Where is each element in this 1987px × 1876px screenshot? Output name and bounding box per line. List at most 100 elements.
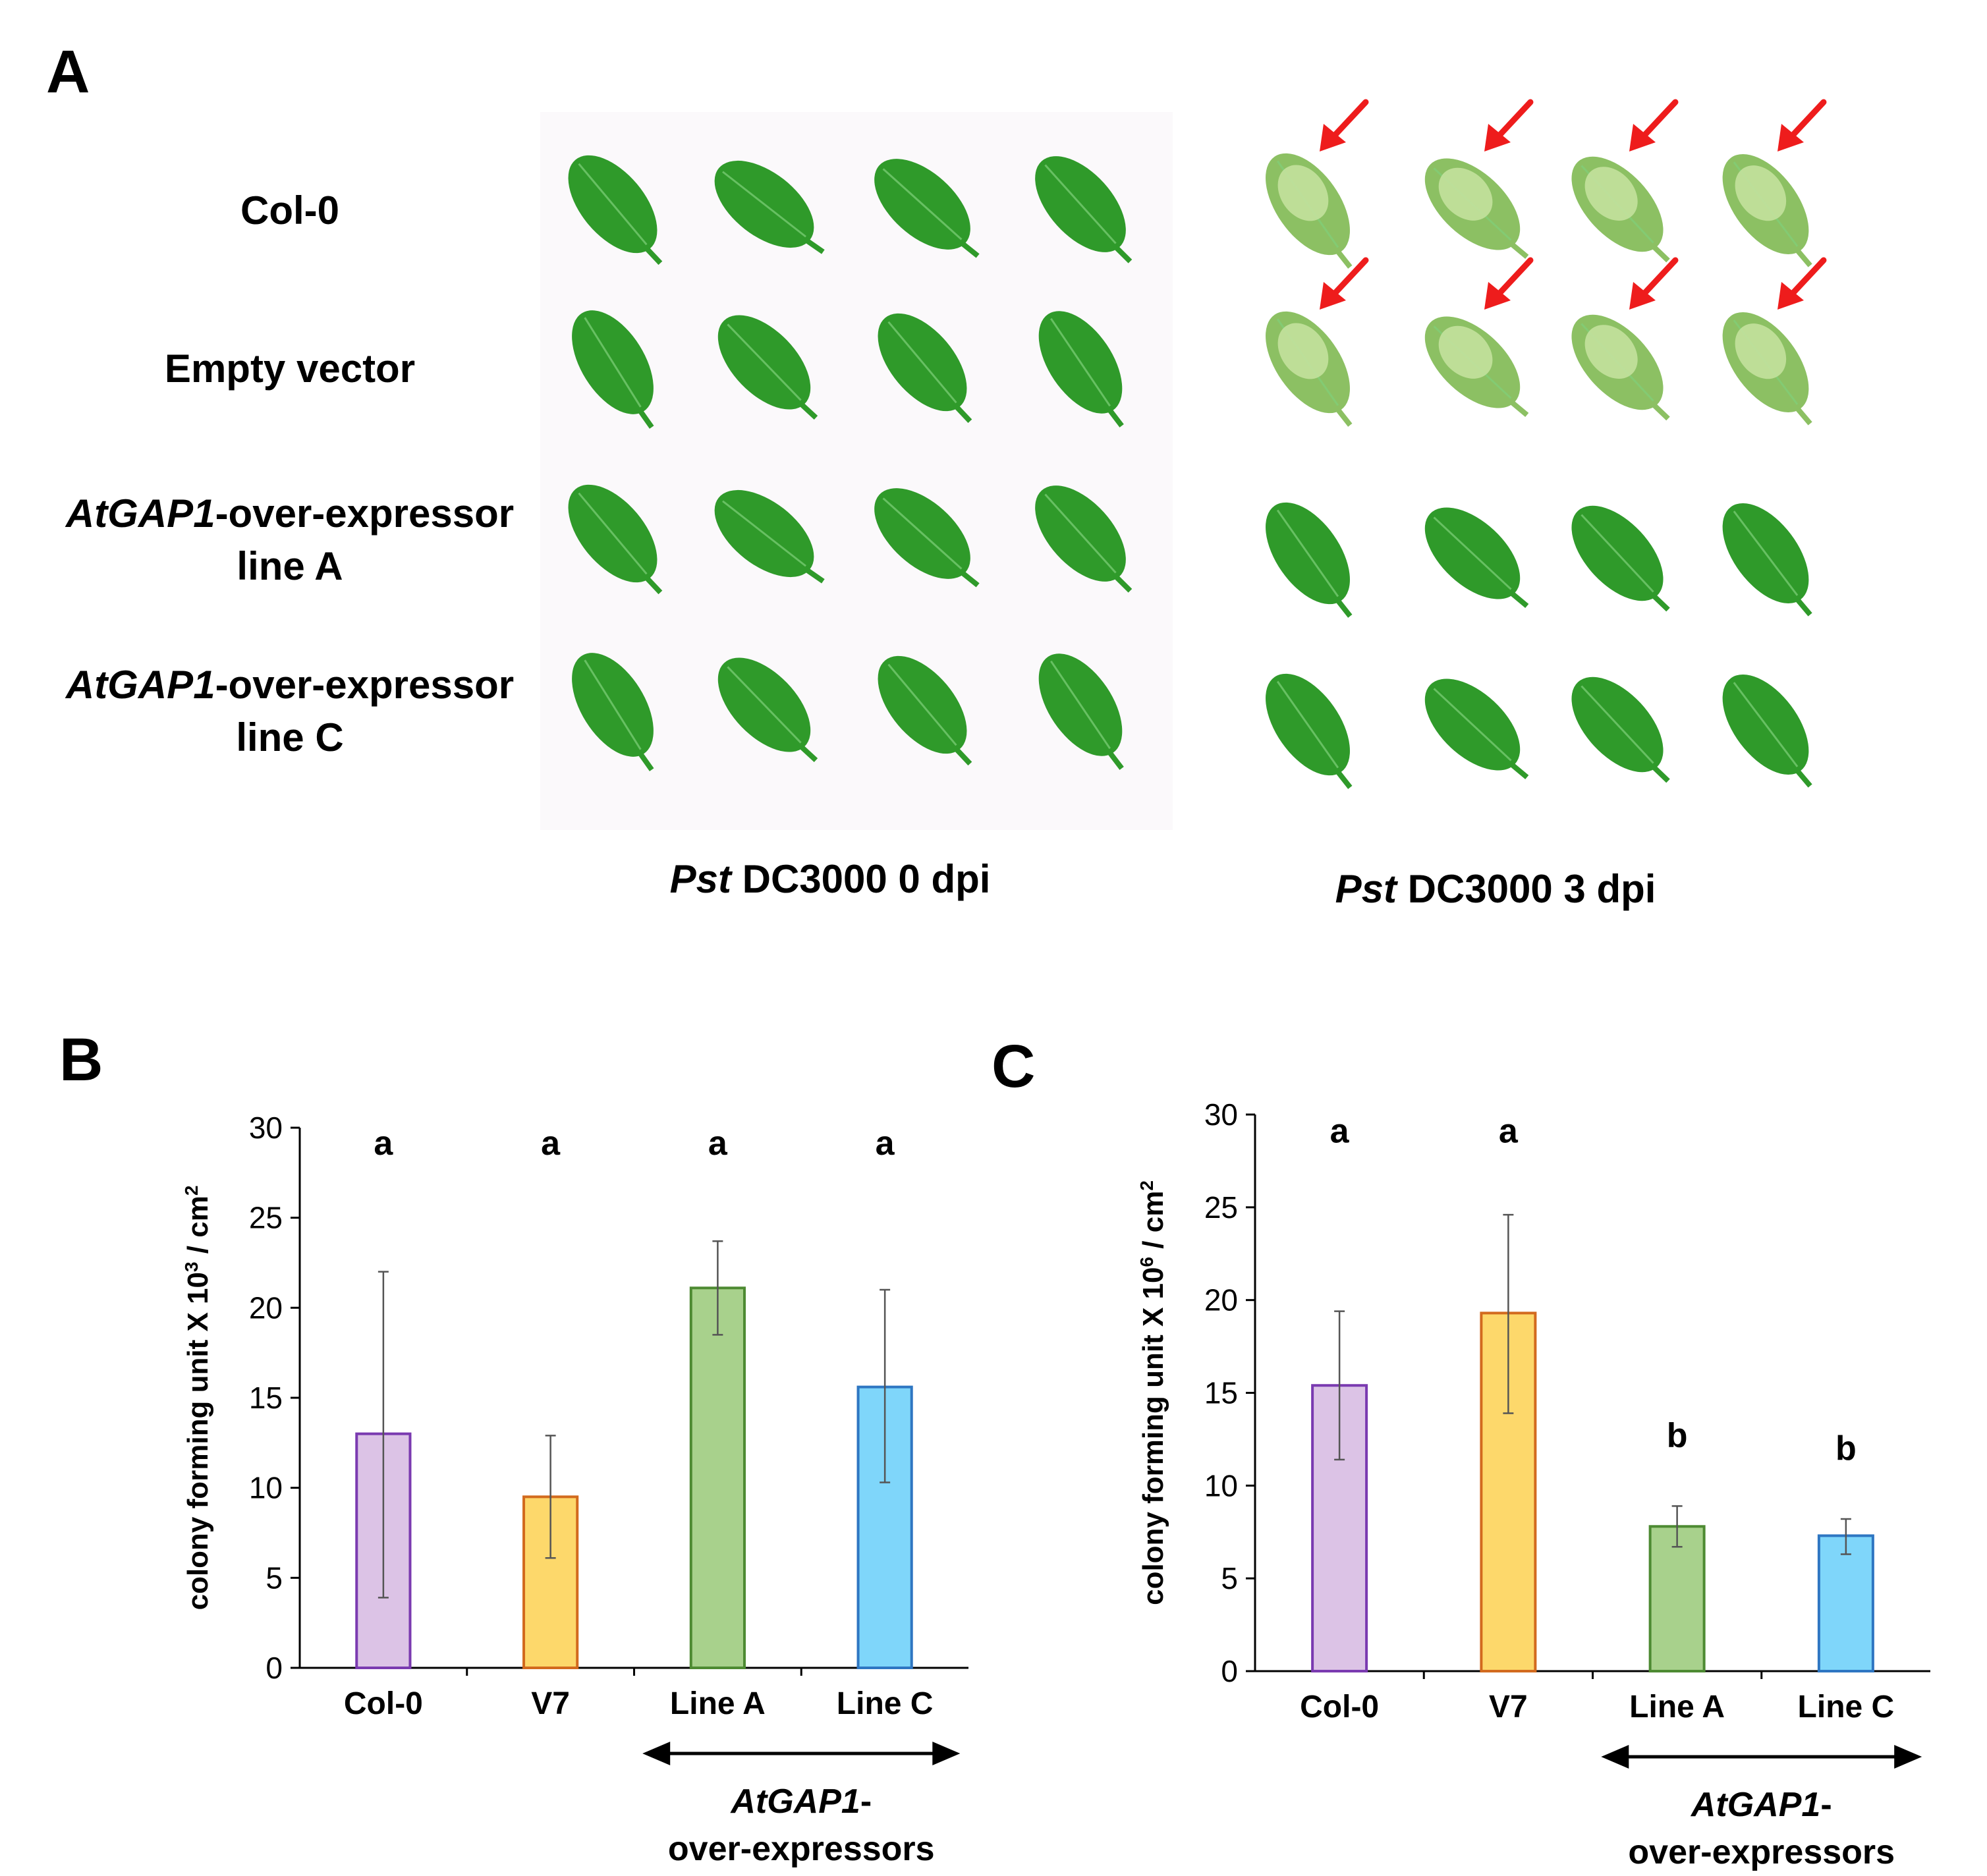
leaf-vein [1581, 514, 1654, 593]
leaf-lesion [1438, 325, 1493, 379]
panel-a: A Col-0 Empty vector AtGAP1-over-expressor l… [46, 38, 1851, 911]
y-tick-label: 30 [249, 1111, 283, 1145]
leaf-0dpi-r1c1 [717, 315, 818, 420]
leaf-3dpi-r1c3 [1722, 312, 1812, 426]
leaf-vein [727, 323, 802, 401]
leaf-3dpi-r0c0 [1266, 153, 1353, 269]
leaf-0dpi-r0c3 [1035, 156, 1133, 263]
panel-letter-b: B [59, 1026, 103, 1093]
significance-letter: a [374, 1124, 393, 1163]
leaf-vein [887, 321, 957, 404]
leaf-vein [882, 168, 963, 240]
y-tick-label: 15 [249, 1381, 283, 1415]
significance-letter: b [1835, 1429, 1857, 1468]
leaf-vein [1276, 680, 1339, 769]
group-arrow-head-left [642, 1742, 671, 1765]
leaf-0dpi-r2c2 [874, 488, 980, 588]
error-bar [1503, 1213, 1514, 1414]
y-tick-label: 5 [1221, 1561, 1238, 1595]
leaf-vein [584, 317, 642, 408]
leaf-lesion [1735, 165, 1787, 221]
leaf-3dpi-r2c0 [1266, 502, 1353, 618]
error-bar [1840, 1518, 1851, 1555]
x-tick-label: Line C [1798, 1690, 1895, 1724]
leaf-vein [578, 163, 648, 246]
group-arrow-head-right [932, 1742, 961, 1765]
y-tick-label: 10 [1204, 1468, 1238, 1503]
error-bar [545, 1435, 556, 1559]
x-tick-label: V7 [531, 1686, 570, 1721]
leaf-0dpi-r1c3 [1038, 311, 1124, 428]
leaf-vein [1050, 317, 1111, 407]
leaf-0dpi-r2c3 [1035, 485, 1133, 593]
leaf-vein [722, 500, 806, 567]
leaf-lesion [1277, 165, 1329, 221]
row-label-3: AtGAP1-over-expressor [65, 663, 514, 707]
group-label-line1: AtGAP1- [729, 1782, 872, 1821]
leaf-0dpi-r3c3 [1038, 653, 1124, 770]
leaf-vein [1433, 516, 1512, 590]
y-tick-label: 0 [1221, 1654, 1238, 1688]
leaf-vein [1733, 682, 1799, 767]
x-tick-label: Line C [837, 1686, 934, 1721]
lesion-arrow-head [1777, 124, 1804, 152]
lesion-arrow [1484, 99, 1534, 152]
lesion-arrow [1629, 257, 1679, 310]
y-axis-title: colony forming unit X 103 / cm2 [181, 1186, 215, 1611]
lesion-arrow-head [1629, 282, 1656, 310]
y-tick-label: 5 [266, 1560, 283, 1595]
leaf-0dpi-r0c0 [568, 155, 663, 265]
error-bar [712, 1240, 723, 1336]
x-tick-label: Line A [1629, 1690, 1725, 1724]
leaf-3dpi-r2c2 [1571, 505, 1670, 612]
leaf-lesion [1438, 167, 1493, 221]
lesion-arrow-head [1629, 124, 1656, 152]
leaf-vein [1733, 510, 1799, 596]
y-tick-label: 15 [1204, 1376, 1238, 1410]
lesion-arrow [1320, 99, 1369, 152]
leaf-0dpi-r0c2 [874, 159, 980, 258]
leaf-vein [1044, 493, 1117, 574]
y-tick-label: 20 [1204, 1283, 1238, 1317]
y-tick-label: 30 [1204, 1097, 1238, 1132]
leaf-3dpi-r3c3 [1722, 675, 1812, 788]
group-arrow-head-right [1894, 1745, 1922, 1769]
error-bar [1334, 1310, 1345, 1461]
y-tick-label: 20 [249, 1290, 283, 1325]
y-tick-label: 10 [249, 1471, 283, 1505]
lesion-arrow-head [1777, 282, 1804, 310]
x-tick-label: Col-0 [344, 1686, 423, 1721]
leaf-3dpi-r3c2 [1571, 676, 1670, 783]
row-label-2: AtGAP1-over-expressor [65, 491, 514, 536]
error-bar [880, 1288, 891, 1483]
significance-letter: a [876, 1124, 895, 1163]
leaf-3dpi-r1c1 [1424, 316, 1529, 417]
lesion-arrow [1777, 99, 1827, 152]
bar-col-0 [1311, 1384, 1368, 1673]
leaf-lesion [1584, 167, 1638, 221]
leaf-0dpi-r2c1 [714, 489, 825, 584]
row-label-2-line2: line A [237, 544, 343, 588]
group-label-line2: over-expressors [1628, 1833, 1895, 1871]
leaf-3dpi-r0c2 [1571, 156, 1670, 263]
lesion-arrow-head [1484, 282, 1511, 310]
panel-letter-a: A [46, 38, 90, 105]
leaf-3dpi-r0c3 [1722, 154, 1812, 267]
leaf-vein [1276, 509, 1339, 597]
y-axis-title: colony forming unit X 106 / cm2 [1136, 1180, 1170, 1605]
leaf-lesion [1735, 323, 1787, 379]
group-arrow-head-left [1601, 1745, 1629, 1769]
significance-letter: a [708, 1124, 728, 1163]
lesion-arrow-head [1484, 124, 1511, 152]
panel-letter-c: C [992, 1033, 1035, 1100]
leaf-3dpi-r0c1 [1424, 158, 1529, 259]
leaf-lesion [1584, 325, 1638, 379]
leaf-vein [578, 492, 648, 575]
error-bar [378, 1271, 389, 1599]
leaf-lesion [1277, 323, 1329, 379]
panel-b: B 0 5 10 15 20 25 30 colony forming unit X 103 /… [59, 1026, 968, 1868]
y-tick-label: 0 [266, 1651, 283, 1685]
lesion-arrow [1484, 257, 1534, 310]
leaf-0dpi-r0c1 [714, 160, 825, 254]
leaf-vein [1050, 660, 1111, 750]
